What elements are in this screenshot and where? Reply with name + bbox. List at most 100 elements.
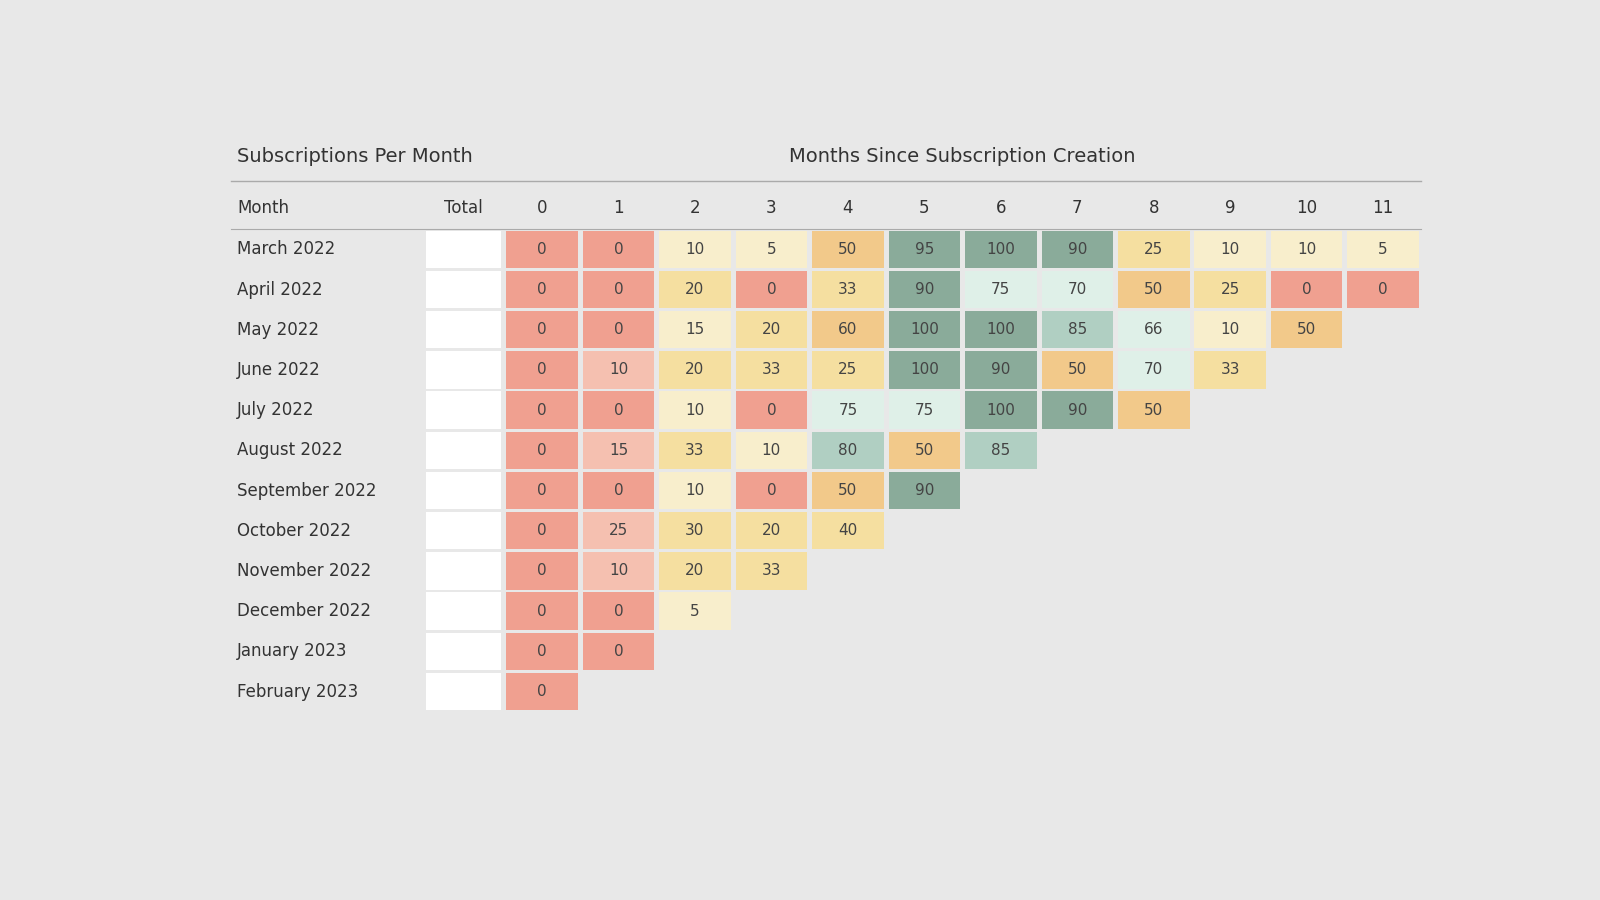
Text: 25: 25 xyxy=(610,523,629,538)
Text: 85: 85 xyxy=(992,443,1011,458)
Text: 33: 33 xyxy=(762,563,781,579)
Text: 0: 0 xyxy=(538,523,547,538)
Text: 0: 0 xyxy=(538,604,547,618)
Text: 70: 70 xyxy=(1144,363,1163,377)
FancyBboxPatch shape xyxy=(736,553,806,590)
FancyBboxPatch shape xyxy=(659,311,731,348)
FancyBboxPatch shape xyxy=(1195,271,1266,309)
Text: 50: 50 xyxy=(915,443,934,458)
FancyBboxPatch shape xyxy=(426,633,501,670)
Text: Months Since Subscription Creation: Months Since Subscription Creation xyxy=(789,147,1136,166)
FancyBboxPatch shape xyxy=(736,351,806,389)
Text: 85: 85 xyxy=(1067,322,1086,338)
Text: 100: 100 xyxy=(986,322,1016,338)
FancyBboxPatch shape xyxy=(582,311,654,348)
Text: 0: 0 xyxy=(538,363,547,377)
FancyBboxPatch shape xyxy=(1270,271,1342,309)
FancyBboxPatch shape xyxy=(1118,351,1189,389)
FancyBboxPatch shape xyxy=(965,392,1037,429)
FancyBboxPatch shape xyxy=(506,392,578,429)
Text: 10: 10 xyxy=(685,402,704,418)
Text: 2: 2 xyxy=(690,200,701,218)
Text: 25: 25 xyxy=(838,363,858,377)
FancyBboxPatch shape xyxy=(426,311,501,348)
FancyBboxPatch shape xyxy=(1270,230,1342,268)
Text: April 2022: April 2022 xyxy=(237,281,323,299)
FancyBboxPatch shape xyxy=(426,271,501,309)
Text: 0: 0 xyxy=(614,483,624,498)
Text: 0: 0 xyxy=(766,402,776,418)
Text: 20: 20 xyxy=(762,322,781,338)
Text: 50: 50 xyxy=(838,242,858,256)
Text: January 2023: January 2023 xyxy=(237,643,347,661)
Text: 100: 100 xyxy=(986,402,1016,418)
Text: 75: 75 xyxy=(838,402,858,418)
Text: October 2022: October 2022 xyxy=(237,522,352,540)
Text: 10: 10 xyxy=(610,363,629,377)
Text: 95: 95 xyxy=(915,242,934,256)
Text: 0: 0 xyxy=(614,402,624,418)
FancyBboxPatch shape xyxy=(426,512,501,549)
FancyBboxPatch shape xyxy=(736,311,806,348)
Text: 50: 50 xyxy=(1144,402,1163,418)
FancyBboxPatch shape xyxy=(659,230,731,268)
Text: 20: 20 xyxy=(685,363,704,377)
Text: 33: 33 xyxy=(685,443,704,458)
Text: 0: 0 xyxy=(538,443,547,458)
FancyBboxPatch shape xyxy=(582,230,654,268)
FancyBboxPatch shape xyxy=(582,271,654,309)
FancyBboxPatch shape xyxy=(506,271,578,309)
Text: 60: 60 xyxy=(838,322,858,338)
FancyBboxPatch shape xyxy=(426,472,501,509)
Text: 33: 33 xyxy=(1221,363,1240,377)
Text: 0: 0 xyxy=(1302,282,1312,297)
Text: 0: 0 xyxy=(538,242,547,256)
Text: 0: 0 xyxy=(538,563,547,579)
FancyBboxPatch shape xyxy=(426,673,501,710)
FancyBboxPatch shape xyxy=(582,392,654,429)
Text: 90: 90 xyxy=(990,363,1011,377)
FancyBboxPatch shape xyxy=(888,230,960,268)
Text: 100: 100 xyxy=(986,242,1016,256)
FancyBboxPatch shape xyxy=(506,553,578,590)
Text: 100: 100 xyxy=(910,363,939,377)
Text: 25: 25 xyxy=(1221,282,1240,297)
FancyBboxPatch shape xyxy=(813,351,883,389)
Text: 5: 5 xyxy=(918,200,930,218)
Text: 25: 25 xyxy=(1144,242,1163,256)
Text: 0: 0 xyxy=(614,604,624,618)
Text: 30: 30 xyxy=(685,523,704,538)
FancyBboxPatch shape xyxy=(1195,230,1266,268)
Text: 75: 75 xyxy=(915,402,934,418)
Text: 20: 20 xyxy=(685,563,704,579)
Text: 66: 66 xyxy=(1144,322,1163,338)
Text: 0: 0 xyxy=(538,322,547,338)
FancyBboxPatch shape xyxy=(426,351,501,389)
Text: 50: 50 xyxy=(1067,363,1086,377)
FancyBboxPatch shape xyxy=(582,553,654,590)
FancyBboxPatch shape xyxy=(426,230,501,268)
FancyBboxPatch shape xyxy=(506,673,578,710)
FancyBboxPatch shape xyxy=(965,311,1037,348)
FancyBboxPatch shape xyxy=(888,311,960,348)
Text: 100: 100 xyxy=(910,322,939,338)
FancyBboxPatch shape xyxy=(659,592,731,630)
Text: February 2023: February 2023 xyxy=(237,682,358,700)
FancyBboxPatch shape xyxy=(965,271,1037,309)
Text: September 2022: September 2022 xyxy=(237,482,376,500)
Text: 40: 40 xyxy=(838,523,858,538)
Text: 90: 90 xyxy=(1067,402,1086,418)
FancyBboxPatch shape xyxy=(1195,351,1266,389)
FancyBboxPatch shape xyxy=(813,472,883,509)
FancyBboxPatch shape xyxy=(506,512,578,549)
FancyBboxPatch shape xyxy=(582,633,654,670)
Text: 10: 10 xyxy=(1221,242,1240,256)
Text: 0: 0 xyxy=(614,644,624,659)
Text: 0: 0 xyxy=(538,483,547,498)
Text: 33: 33 xyxy=(838,282,858,297)
FancyBboxPatch shape xyxy=(1042,351,1114,389)
FancyBboxPatch shape xyxy=(888,392,960,429)
Text: 9: 9 xyxy=(1226,200,1235,218)
FancyBboxPatch shape xyxy=(736,472,806,509)
Text: June 2022: June 2022 xyxy=(237,361,322,379)
